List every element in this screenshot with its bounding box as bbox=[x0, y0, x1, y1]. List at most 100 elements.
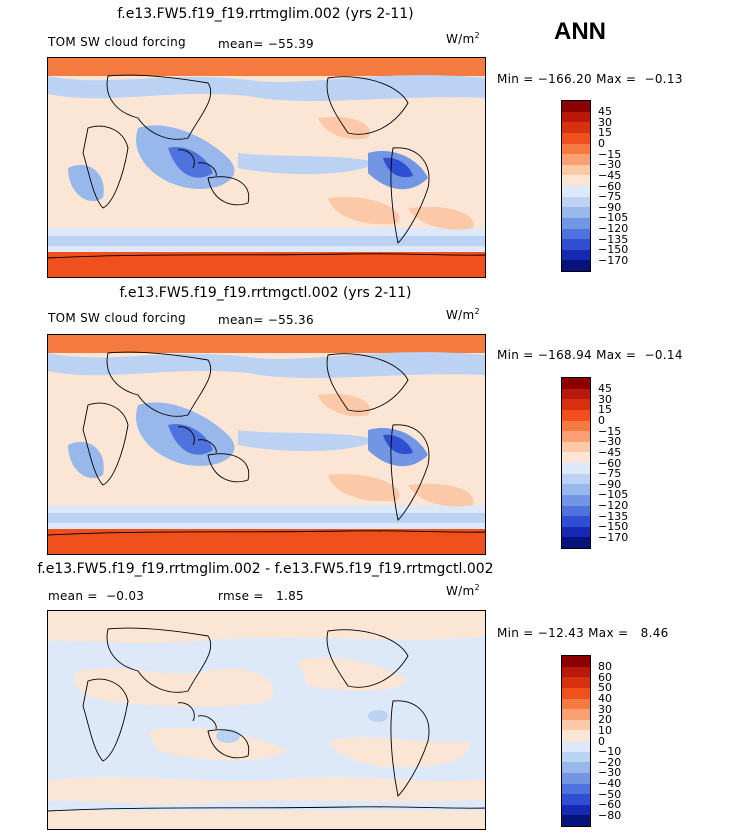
colorbar-label: −170 bbox=[598, 253, 629, 267]
colorbar-label: −120 bbox=[598, 222, 629, 235]
colorbar-swatch bbox=[562, 783, 590, 795]
colorbar-label: 20 bbox=[598, 713, 612, 727]
colorbar-label: −90 bbox=[598, 200, 622, 214]
colorbar-swatch bbox=[562, 196, 590, 208]
colorbar-label: −60 bbox=[598, 179, 622, 193]
colorbar-label: −45 bbox=[598, 445, 622, 459]
colorbar-swatch bbox=[562, 388, 590, 400]
colorbar-swatch bbox=[562, 473, 590, 485]
panel1-coastlines bbox=[48, 74, 485, 259]
panel2-map bbox=[47, 334, 486, 555]
colorbar-label: −120 bbox=[598, 499, 629, 512]
colorbar-swatch bbox=[562, 249, 590, 261]
colorbar-swatch bbox=[562, 409, 590, 421]
colorbar-label: 60 bbox=[598, 670, 612, 684]
panel1-colorbar: 45 30 15 0 −15 −30 −45 −60 −75 −90 −105 −120 −135 −15… bbox=[561, 100, 628, 272]
colorbar-swatch bbox=[562, 677, 590, 689]
panel1-minmax: Min = −166.20 Max = −0.13 bbox=[497, 72, 683, 86]
panel3-units: W/m2 bbox=[446, 583, 480, 598]
colorbar-swatch bbox=[562, 741, 590, 752]
colorbar-label: −105 bbox=[598, 211, 629, 225]
colorbar-swatch bbox=[562, 164, 590, 176]
colorbar-swatch bbox=[562, 452, 590, 464]
colorbar-swatch bbox=[562, 772, 590, 784]
colorbar-swatch bbox=[562, 526, 590, 538]
colorbar-swatch bbox=[562, 143, 590, 155]
panel1-mean: mean= −55.39 bbox=[218, 37, 314, 51]
colorbar-swatch bbox=[562, 122, 590, 134]
colorbar-label: −10 bbox=[598, 745, 622, 759]
panel2-map-svg bbox=[48, 335, 485, 554]
colorbar-label: −15 bbox=[598, 147, 622, 161]
colorbar-label: −135 bbox=[598, 509, 629, 523]
colorbar-label: −30 bbox=[598, 435, 622, 449]
panel1-title: f.e13.FW5.f19_f19.rrtmglim.002 (yrs 2-11… bbox=[117, 6, 414, 22]
colorbar-swatch bbox=[562, 516, 590, 528]
colorbar-swatch bbox=[562, 186, 590, 197]
colorbar-label: −75 bbox=[598, 190, 622, 204]
colorbar-swatch bbox=[562, 815, 590, 827]
colorbar-label: −20 bbox=[598, 755, 622, 769]
colorbar-swatch bbox=[562, 399, 590, 411]
colorbar-swatch bbox=[562, 228, 590, 240]
panel3-coastlines bbox=[48, 627, 485, 812]
colorbar-swatch bbox=[562, 698, 590, 710]
panel3-mean: mean = −0.03 bbox=[48, 589, 145, 603]
colorbar-label: 45 bbox=[598, 382, 612, 396]
colorbar-swatch bbox=[562, 494, 590, 506]
colorbar-label: −30 bbox=[598, 158, 622, 172]
panel2-variable: TOM SW cloud forcing bbox=[48, 311, 186, 325]
colorbar-label: 10 bbox=[598, 723, 612, 737]
colorbar-swatch bbox=[562, 537, 590, 549]
colorbar-label: 0 bbox=[598, 734, 605, 748]
colorbar-label: −75 bbox=[598, 467, 622, 481]
colorbar-label: 30 bbox=[598, 702, 612, 716]
panel2-coastlines bbox=[48, 351, 485, 536]
colorbar-label: 30 bbox=[598, 392, 612, 406]
colorbar-label: −150 bbox=[598, 243, 629, 257]
panel1-map-svg bbox=[48, 58, 485, 277]
panel2-colorbar: 45 30 15 0 −15 −30 −45 −60 −75 −90 −105 −120 −135 −15… bbox=[561, 377, 628, 549]
panel3-minmax: Min = −12.43 Max = 8.46 bbox=[497, 626, 669, 640]
colorbar-swatch bbox=[562, 794, 590, 806]
colorbar-label: 15 bbox=[598, 126, 612, 140]
colorbar-swatch bbox=[562, 762, 590, 774]
colorbar-swatch bbox=[562, 378, 590, 389]
panel2-title: f.e13.FW5.f19_f19.rrtmgctl.002 (yrs 2-11… bbox=[119, 285, 412, 301]
colorbar-swatch bbox=[562, 709, 590, 721]
colorbar-swatch bbox=[562, 101, 590, 112]
panel2-units: W/m2 bbox=[446, 307, 480, 322]
colorbar-swatch bbox=[562, 505, 590, 517]
colorbar-swatch bbox=[562, 463, 590, 474]
colorbar-label: −90 bbox=[598, 477, 622, 491]
colorbar-label: −45 bbox=[598, 168, 622, 182]
colorbar-swatch bbox=[562, 260, 590, 272]
colorbar-swatch bbox=[562, 730, 590, 742]
colorbar-swatch bbox=[562, 687, 590, 699]
colorbar-swatch bbox=[562, 804, 590, 816]
panel1-units: W/m2 bbox=[446, 31, 480, 46]
colorbar-swatch bbox=[562, 175, 590, 187]
panel3-title: f.e13.FW5.f19_f19.rrtmglim.002 - f.e13.F… bbox=[37, 561, 494, 577]
colorbar-label: −135 bbox=[598, 232, 629, 246]
colorbar-label: −60 bbox=[598, 456, 622, 470]
colorbar-label: 15 bbox=[598, 403, 612, 417]
colorbar-swatch bbox=[562, 217, 590, 229]
panel1-map bbox=[47, 57, 486, 278]
colorbar-label: −105 bbox=[598, 488, 629, 502]
colorbar-label: −170 bbox=[598, 530, 629, 544]
colorbar-swatch bbox=[562, 666, 590, 678]
colorbar-swatch bbox=[562, 154, 590, 166]
colorbar-label: −15 bbox=[598, 424, 622, 438]
colorbar-swatch bbox=[562, 207, 590, 219]
colorbar-swatch bbox=[562, 239, 590, 251]
colorbar-swatch bbox=[562, 441, 590, 453]
colorbar-label: 0 bbox=[598, 137, 605, 150]
panel3-rmse: rmse = 1.85 bbox=[218, 589, 304, 603]
colorbar-swatch bbox=[562, 111, 590, 123]
colorbar-swatch bbox=[562, 751, 590, 763]
colorbar-label: −50 bbox=[598, 787, 622, 801]
colorbar-label: −40 bbox=[598, 777, 622, 790]
colorbar-label: 30 bbox=[598, 115, 612, 129]
panel1-variable: TOM SW cloud forcing bbox=[48, 35, 186, 49]
